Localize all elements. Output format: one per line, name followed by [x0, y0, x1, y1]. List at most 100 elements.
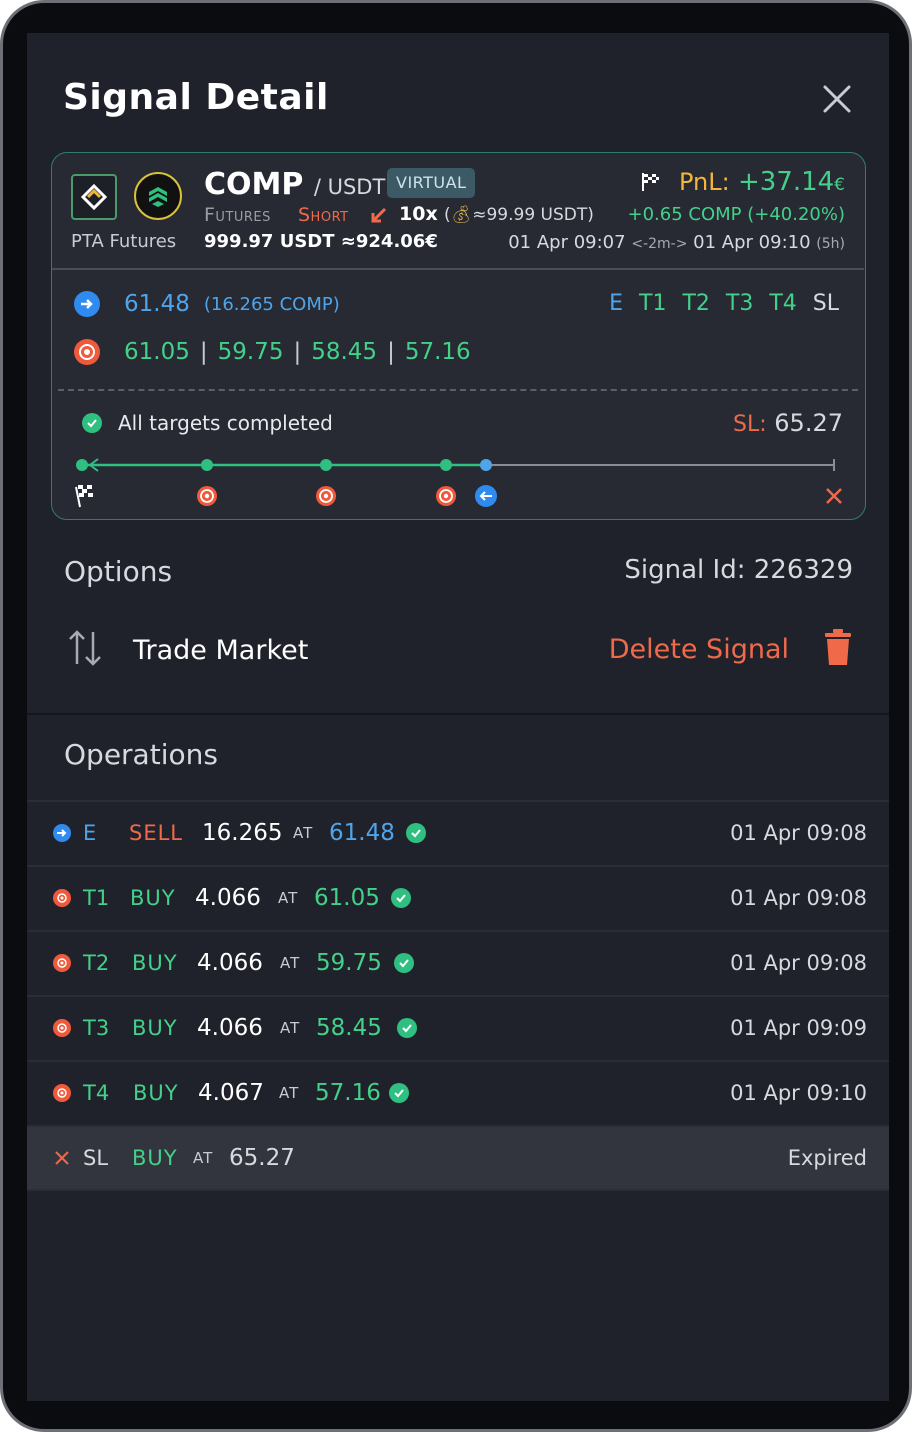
leverage-value: 10x: [399, 203, 438, 225]
pnl-currency: €: [834, 175, 845, 195]
operation-row-t2[interactable]: T2 BUY 4.066 AT 59.75 01 Apr 09:08: [27, 930, 889, 994]
t2-target-icon: [316, 486, 336, 506]
operation-code: T4: [83, 1081, 110, 1105]
margin-amount: ≈99.99 USDT): [472, 205, 594, 225]
operations-title: Operations: [64, 738, 218, 771]
current-node: [480, 459, 492, 471]
operation-row-t3[interactable]: T3 BUY 4.066 AT 58.45 01 Apr 09:09: [27, 995, 889, 1059]
operation-status: Expired: [787, 1146, 867, 1170]
target-icon: [53, 1084, 71, 1102]
operation-row-t4[interactable]: T4 BUY 4.067 AT 57.16 01 Apr 09:10: [27, 1060, 889, 1124]
t3-target-icon: [436, 486, 456, 506]
close-icon[interactable]: [819, 81, 855, 117]
base-asset: COMP: [204, 167, 304, 202]
separator: |: [199, 339, 208, 365]
sl-x-icon: [826, 488, 842, 504]
operation-side: BUY: [132, 1016, 178, 1040]
check-icon: [397, 1018, 417, 1038]
operation-side: SELL: [129, 821, 183, 845]
progress-track: [75, 458, 842, 508]
t2-node: [320, 459, 332, 471]
check-icon: [389, 1083, 409, 1103]
delete-signal-label: Delete Signal: [608, 633, 789, 665]
options-title: Options: [64, 555, 173, 588]
operations-section: [27, 713, 889, 1193]
operation-code: E: [83, 821, 97, 845]
money-bag-icon: 💰︎: [450, 205, 473, 225]
t1-node: [201, 459, 213, 471]
entry-price: 61.48: [124, 291, 190, 317]
operation-time: 01 Apr 09:10: [730, 1081, 867, 1105]
operation-time: 01 Apr 09:08: [730, 951, 867, 975]
status-text: All targets completed: [118, 411, 333, 435]
at-label: AT: [278, 889, 299, 907]
legend-t3: T3: [725, 291, 754, 316]
check-icon: [82, 413, 102, 433]
at-label: AT: [280, 954, 301, 972]
check-icon: [406, 823, 426, 843]
operation-row-t1[interactable]: T1 BUY 4.066 AT 61.05 01 Apr 09:08: [27, 865, 889, 929]
position-amount: 999.97 USDT ≈924.06€: [204, 231, 438, 252]
signal-side: Short: [298, 204, 349, 226]
trash-icon: [823, 628, 853, 670]
pnl-comp: +0.65 COMP (+40.20%): [627, 204, 846, 225]
operation-qty: 4.066: [195, 885, 261, 911]
target-2-price: 59.75: [217, 339, 284, 365]
signal-detail-screen: Signal Detail COMP / USDT VIRTUAL Future…: [27, 33, 889, 1401]
operation-time: 01 Apr 09:08: [730, 886, 867, 910]
operation-row-sl[interactable]: SL BUY AT 65.27 Expired: [27, 1125, 889, 1191]
margin-open: (: [444, 205, 451, 225]
operation-price: 58.45: [316, 1015, 382, 1041]
virtual-badge: VIRTUAL: [387, 168, 476, 198]
page-title: Signal Detail: [63, 77, 329, 118]
target-icon: [53, 889, 71, 907]
entry-qty: (16.265 COMP): [203, 293, 340, 315]
trade-market-button[interactable]: Trade Market: [67, 628, 308, 672]
close-x-icon: [53, 1149, 71, 1167]
t1-target-icon: [197, 486, 217, 506]
sl-price: 65.27: [774, 409, 843, 437]
t3-node: [440, 459, 452, 471]
legend-t2: T2: [682, 291, 710, 316]
legend-sl: SL: [812, 291, 839, 316]
pnl-value: PnL: +37.14€: [679, 167, 845, 197]
time-end: 01 Apr 09:10: [693, 232, 811, 253]
operation-qty: 16.265: [202, 820, 283, 846]
start-flag-icon: [75, 485, 93, 508]
legend: E T1 T2 T3 T4 SL: [609, 291, 839, 316]
target-icon: [53, 954, 71, 972]
operation-price: 57.16: [315, 1080, 381, 1106]
signal-card[interactable]: COMP / USDT VIRTUAL Futures Short 10x (💰…: [51, 152, 866, 520]
exchange-name: PTA Futures: [71, 231, 177, 252]
legend-entry: E: [609, 291, 624, 316]
operation-code: T2: [83, 951, 110, 975]
swap-arrows-icon: [67, 628, 103, 672]
operation-row-entry[interactable]: E SELL 16.265 AT 61.48 01 Apr 09:08: [27, 800, 889, 864]
operation-code: T3: [83, 1016, 110, 1040]
operation-price: 61.48: [329, 820, 395, 846]
operation-qty: 4.067: [198, 1080, 264, 1106]
trade-market-label: Trade Market: [133, 634, 309, 666]
checkered-flag-icon: [640, 171, 662, 198]
quote-asset: / USDT: [313, 175, 386, 199]
signal-id: Signal Id: 226329: [624, 555, 853, 585]
divider: [52, 268, 864, 270]
legend-t1: T1: [639, 291, 667, 316]
delete-signal-button[interactable]: Delete Signal: [609, 628, 853, 670]
margin-value: (💰︎≈99.99 USDT): [444, 205, 594, 225]
operation-price: 59.75: [316, 950, 382, 976]
market-type: Futures: [204, 204, 271, 226]
entry-arrow-icon: [53, 824, 71, 842]
current-entry-icon: [475, 485, 497, 507]
dashed-divider: [58, 389, 858, 391]
operation-price: 61.05: [314, 885, 380, 911]
operation-side: BUY: [133, 1081, 179, 1105]
targets-row: 61.05 | 59.75 | 58.45 | 57.16: [74, 339, 471, 365]
signal-times: 01 Apr 09:07 <-2m-> 01 Apr 09:10 (5h): [508, 232, 845, 253]
operation-side: BUY: [130, 886, 176, 910]
target-3-price: 58.45: [311, 339, 378, 365]
sl-label: SL:: [733, 412, 767, 437]
at-label: AT: [193, 1149, 214, 1167]
entry-row: 61.48 (16.265 COMP): [74, 291, 340, 317]
at-label: AT: [280, 1019, 301, 1037]
